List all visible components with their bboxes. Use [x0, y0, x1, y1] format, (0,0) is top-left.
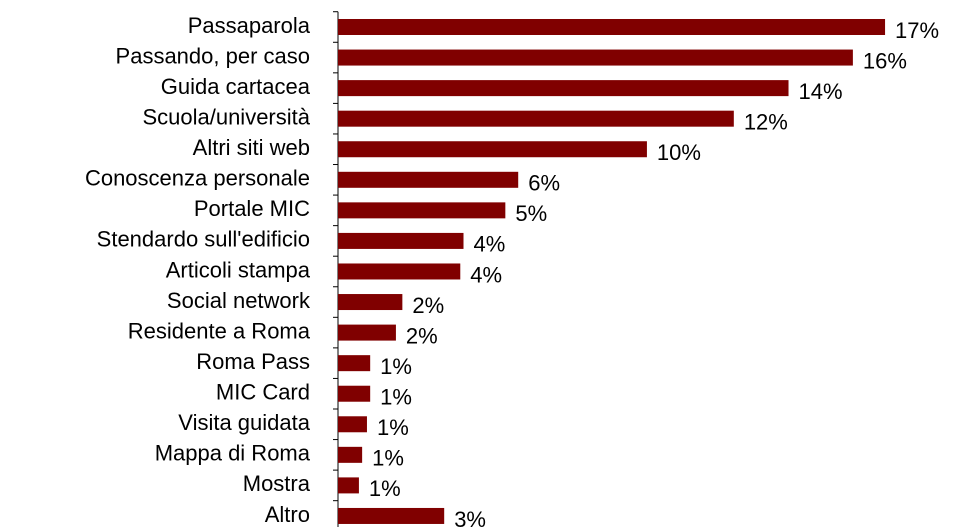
- bar: [338, 171, 519, 188]
- value-label: 17%: [895, 18, 939, 43]
- category-label: Roma Pass: [196, 349, 310, 374]
- bar: [338, 294, 403, 311]
- category-label: Stendardo sull'edificio: [97, 227, 310, 252]
- bar: [338, 507, 445, 524]
- category-label: Mappa di Roma: [155, 441, 311, 466]
- bar: [338, 263, 461, 280]
- category-label: Visita guidata: [178, 410, 310, 435]
- category-label: Portale MIC: [194, 196, 310, 221]
- category-label: Articoli stampa: [166, 257, 311, 282]
- value-label: 2%: [406, 323, 438, 348]
- category-label: Altro: [265, 502, 310, 527]
- category-label: Residente a Roma: [128, 318, 311, 343]
- value-label: 1%: [369, 476, 401, 501]
- value-label: 3%: [454, 507, 486, 527]
- category-label: Scuola/università: [142, 104, 310, 129]
- bar: [338, 141, 647, 158]
- value-label: 1%: [377, 415, 409, 440]
- bar: [338, 446, 363, 463]
- category-label: MIC Card: [216, 380, 310, 405]
- value-label: 12%: [744, 109, 788, 134]
- category-label: Passando, per caso: [116, 43, 310, 68]
- bar: [338, 232, 464, 249]
- bar: [338, 477, 359, 494]
- value-label: 4%: [470, 262, 502, 287]
- category-label: Passaparola: [188, 13, 311, 38]
- value-label: 5%: [515, 201, 547, 226]
- category-label: Guida cartacea: [161, 74, 311, 99]
- bar: [338, 80, 789, 97]
- bar: [338, 49, 853, 66]
- value-label: 6%: [528, 171, 560, 196]
- value-label: 4%: [474, 232, 506, 257]
- category-label: Conoscenza personale: [85, 166, 310, 191]
- value-label: 1%: [372, 446, 404, 471]
- bar: [338, 19, 886, 35]
- bar: [338, 355, 371, 372]
- bar: [338, 324, 396, 341]
- category-label: Social network: [167, 288, 311, 313]
- bar: [338, 202, 506, 219]
- value-label: 1%: [380, 385, 412, 410]
- bar: [338, 110, 734, 127]
- category-label: Mostra: [243, 471, 311, 496]
- value-label: 10%: [657, 140, 701, 165]
- bar: [338, 385, 371, 402]
- bar: [338, 416, 367, 433]
- value-label: 2%: [412, 293, 444, 318]
- category-label: Altri siti web: [193, 135, 310, 160]
- value-label: 1%: [380, 354, 412, 379]
- value-label: 14%: [799, 79, 843, 104]
- value-label: 16%: [863, 48, 907, 73]
